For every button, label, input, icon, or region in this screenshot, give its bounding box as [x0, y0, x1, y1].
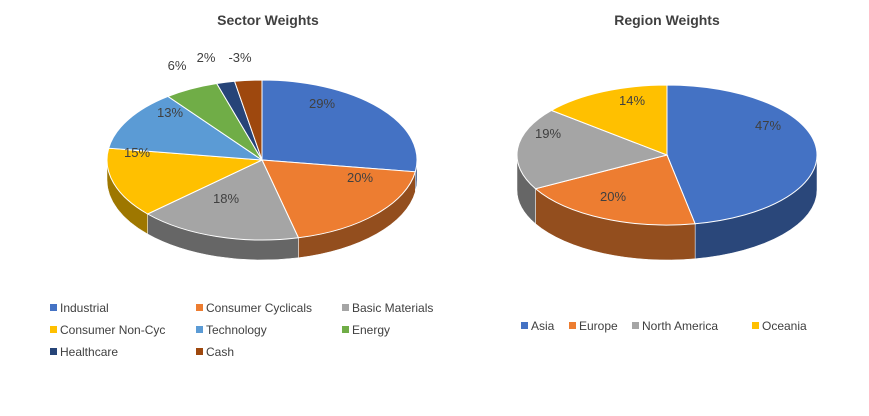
- legend-swatch: [752, 322, 759, 329]
- legend-swatch: [521, 322, 528, 329]
- legend-swatch: [342, 326, 349, 333]
- legend-label: Oceania: [762, 319, 807, 333]
- legend-item-energy: Energy: [342, 323, 390, 337]
- legend-swatch: [569, 322, 576, 329]
- legend-item-healthcare: Healthcare: [50, 345, 118, 359]
- sector-pie: 29% 20% 18% 15% 13% 6% 2% -3%: [106, 50, 418, 261]
- legend-swatch: [196, 348, 203, 355]
- legend-item-industrial: Industrial: [50, 301, 109, 315]
- slice-asia: [666, 84, 818, 225]
- data-label-basic-materials: 18%: [213, 191, 239, 206]
- data-label-energy: 6%: [168, 58, 187, 73]
- legend-item-technology: Technology: [196, 323, 267, 337]
- data-label-europe: 20%: [600, 189, 626, 204]
- sector-chart-title: Sector Weights: [217, 12, 319, 28]
- slice-industrial: [261, 79, 418, 173]
- legend-label: Consumer Non-Cyc: [60, 323, 165, 337]
- slice-technology: [108, 95, 264, 161]
- legend-swatch: [196, 304, 203, 311]
- legend-item-consumer-non-cyc: Consumer Non-Cyc: [50, 323, 165, 337]
- legend-swatch: [342, 304, 349, 311]
- slice-north-america: [516, 109, 669, 190]
- legend-label: Cash: [206, 345, 234, 359]
- legend-item-consumer-cyclicals: Consumer Cyclicals: [196, 301, 312, 315]
- slice-oceania: [550, 84, 668, 156]
- legend-swatch: [632, 322, 639, 329]
- legend-swatch: [196, 326, 203, 333]
- legend-item-europe: Europe: [569, 319, 618, 333]
- legend-swatch: [50, 304, 57, 311]
- slice-europe: [534, 154, 696, 226]
- legend-item-north-america: North America: [632, 319, 718, 333]
- slice-consumer-cyclicals: [261, 159, 416, 239]
- region-chart-title: Region Weights: [614, 12, 720, 28]
- data-label-north-america: 19%: [535, 126, 561, 141]
- legend-label: Healthcare: [60, 345, 118, 359]
- data-label-oceania: 14%: [619, 93, 645, 108]
- data-label-industrial: 29%: [309, 96, 335, 111]
- region-legend: Asia Europe North America Oceania: [521, 319, 807, 333]
- legend-label: Consumer Cyclicals: [206, 301, 312, 315]
- legend-label: Energy: [352, 323, 390, 337]
- legend-swatch: [50, 326, 57, 333]
- data-label-consumer-cyclicals: 20%: [347, 170, 373, 185]
- slice-basic-materials: [146, 159, 300, 241]
- data-label-cash: -3%: [228, 50, 252, 65]
- data-label-healthcare: 2%: [197, 50, 216, 65]
- legend-swatch: [50, 348, 57, 355]
- data-label-consumer-non-cyc: 15%: [124, 145, 150, 160]
- legend-label: Industrial: [60, 301, 109, 315]
- legend-label: Basic Materials: [352, 301, 433, 315]
- data-label-technology: 13%: [157, 105, 183, 120]
- sector-legend: Industrial Consumer Cyclicals Basic Materi…: [50, 301, 433, 359]
- legend-label: Technology: [206, 323, 267, 337]
- legend-label: North America: [642, 319, 718, 333]
- legend-label: Asia: [531, 319, 555, 333]
- data-label-asia: 47%: [755, 118, 781, 133]
- slice-consumer-non-cyc: [106, 147, 264, 215]
- region-pie: 47% 20% 19% 14%: [516, 84, 818, 261]
- slice-cash: [233, 79, 263, 161]
- legend-item-cash: Cash: [196, 345, 234, 359]
- legend-item-asia: Asia: [521, 319, 555, 333]
- legend-label: Europe: [579, 319, 618, 333]
- legend-item-basic-materials: Basic Materials: [342, 301, 433, 315]
- legend-item-oceania: Oceania: [752, 319, 807, 333]
